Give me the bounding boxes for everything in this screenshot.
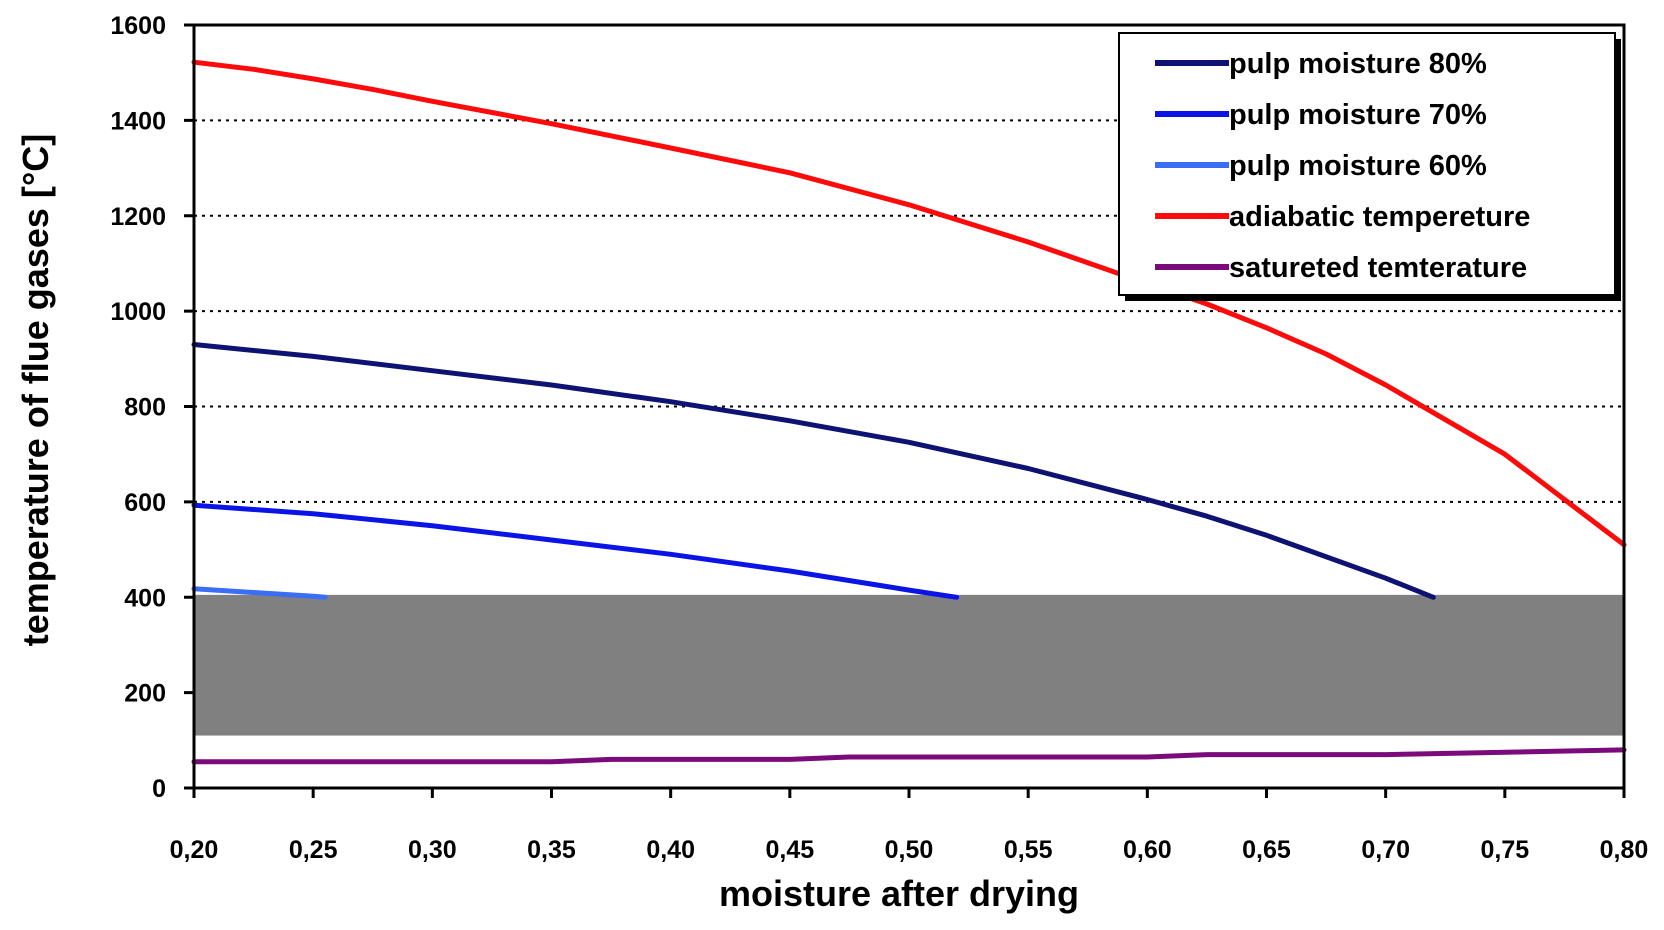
x-tick-label: 0,50 [885, 836, 934, 864]
x-axis-title: moisture after drying [719, 873, 1079, 914]
y-tick-label: 0 [152, 775, 166, 803]
series-line [191, 342, 1436, 600]
y-tick-label: 1600 [110, 12, 166, 40]
x-tick-label: 0,30 [408, 836, 457, 864]
y-tick-label: 1000 [110, 298, 166, 326]
series-line [191, 502, 960, 600]
y-tick-label: 800 [124, 394, 166, 422]
legend-label: pulp moisture 60% [1229, 150, 1487, 182]
x-tick-label: 0,40 [646, 836, 695, 864]
x-tick-label: 0,35 [527, 836, 576, 864]
series-layer [191, 59, 1627, 765]
y-tick-label: 600 [124, 489, 166, 517]
x-tick-label: 0,75 [1480, 836, 1529, 864]
x-tick-label: 0,80 [1600, 836, 1649, 864]
series-line [191, 586, 328, 600]
y-tick-label: 1200 [110, 203, 166, 231]
y-axis-title: temperature of flue gases [°C] [15, 134, 56, 647]
legend: pulp moisture 80% pulp moisture 70% pulp m… [1118, 32, 1621, 301]
x-tick-label: 0,45 [765, 836, 814, 864]
gridlines [194, 119, 1624, 503]
y-tick-label: 400 [124, 584, 166, 612]
legend-label: adiabatic tempereture [1229, 201, 1530, 233]
legend-label: satureted temterature [1229, 252, 1527, 284]
series-line [191, 59, 1627, 548]
x-tick-label: 0,60 [1123, 836, 1172, 864]
legend-label: pulp moisture 70% [1229, 99, 1487, 131]
legend-label: pulp moisture 80% [1229, 48, 1487, 80]
shaded-band [194, 594, 1624, 736]
x-tick-label: 0,70 [1361, 836, 1410, 864]
y-tick-label: 1400 [110, 107, 166, 135]
y-tick-label: 200 [124, 680, 166, 708]
x-tick-label: 0,20 [170, 836, 219, 864]
series-line [191, 747, 1627, 765]
band-layer [194, 594, 1624, 736]
x-tick-label: 0,65 [1242, 836, 1291, 864]
x-tick-label: 0,25 [289, 836, 338, 864]
x-tick-label: 0,55 [1004, 836, 1053, 864]
tick-labels: 0,20 0,25 0,30 0,35 0,40 0,45 0,50 0,55 0,60 0,65… [110, 12, 1648, 864]
axes [184, 23, 1626, 798]
